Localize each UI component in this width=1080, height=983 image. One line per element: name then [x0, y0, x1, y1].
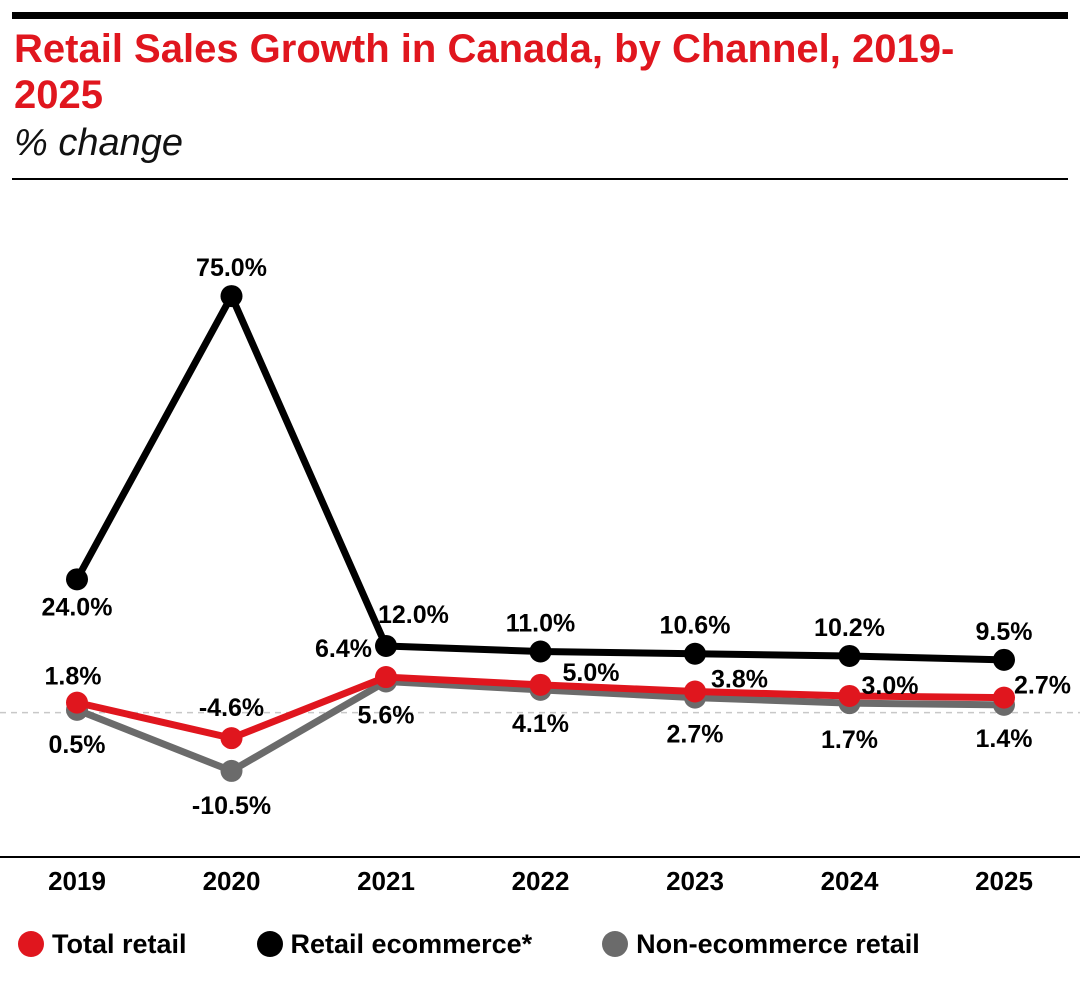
x-tick-label-2022: 2022: [512, 866, 570, 896]
data-label-total-retail-2021: 6.4%: [315, 635, 372, 663]
data-label-retail-ecommerce-2025: 9.5%: [976, 618, 1033, 646]
data-label-non-ecommerce-retail-2024: 1.7%: [821, 726, 878, 754]
data-label-non-ecommerce-retail-2020: -10.5%: [192, 792, 271, 820]
data-point-retail-ecommerce-2023: [684, 642, 706, 665]
data-label-retail-ecommerce-2020: 75.0%: [196, 254, 267, 282]
legend-item-retail-ecommerce: Retail ecommerce*: [256, 928, 533, 960]
chart-title: Retail Sales Growth in Canada, by Channe…: [14, 27, 955, 117]
data-label-retail-ecommerce-2021: 12.0%: [378, 601, 449, 629]
data-label-total-retail-2024: 3.0%: [862, 672, 919, 700]
legend-swatch-non-ecommerce-retail: [602, 931, 629, 957]
data-point-non-ecommerce-retail-2020: [220, 759, 243, 782]
data-label-total-retail-2019: 1.8%: [45, 663, 102, 691]
data-point-retail-ecommerce-2019: [66, 568, 88, 591]
data-label-non-ecommerce-retail-2023: 2.7%: [667, 721, 724, 749]
legend-label-retail-ecommerce: Retail ecommerce*: [290, 928, 533, 959]
data-label-retail-ecommerce-2019: 24.0%: [42, 593, 113, 621]
legend-swatch-total-retail: [18, 931, 44, 957]
data-point-total-retail-2023: [684, 680, 706, 703]
data-point-retail-ecommerce-2022: [529, 640, 552, 663]
data-point-retail-ecommerce-2025: [993, 648, 1015, 671]
chart-subtitle: % change: [14, 122, 184, 164]
data-label-total-retail-2020: -4.6%: [199, 694, 264, 722]
data-label-total-retail-2022: 5.0%: [563, 659, 620, 687]
x-tick-label-2021: 2021: [357, 866, 415, 896]
data-point-retail-ecommerce-2020: [220, 285, 243, 308]
legend-item-total-retail: Total retail: [18, 929, 187, 960]
top-rule: [12, 12, 1068, 19]
x-tick-label-2019: 2019: [48, 866, 106, 896]
data-label-non-ecommerce-retail-2022: 4.1%: [512, 710, 569, 738]
data-label-retail-ecommerce-2023: 10.6%: [660, 612, 731, 640]
x-tick-label-2024: 2024: [821, 866, 879, 896]
data-label-retail-ecommerce-2022: 11.0%: [506, 610, 576, 638]
series-line-retail-ecommerce: [73, 292, 1008, 664]
data-label-total-retail-2023: 3.8%: [711, 665, 768, 693]
legend-item-non-ecommerce-retail: Non-ecommerce retail: [602, 929, 920, 960]
data-point-total-retail-2019: [66, 691, 88, 714]
legend-swatch-retail-ecommerce: [256, 931, 283, 957]
data-label-non-ecommerce-retail-2025: 1.4%: [976, 725, 1033, 753]
data-point-retail-ecommerce-2024: [838, 644, 861, 667]
data-point-retail-ecommerce-2021: [375, 634, 397, 657]
x-tick-label-2025: 2025: [975, 866, 1033, 896]
data-label-non-ecommerce-retail-2021: 5.6%: [358, 702, 415, 730]
data-label-retail-ecommerce-2024: 10.2%: [814, 614, 885, 642]
legend-label-total-retail: Total retail: [52, 928, 187, 959]
data-point-total-retail-2021: [375, 666, 397, 689]
data-label-total-retail-2025: 2.7%: [1014, 672, 1071, 700]
x-tick-label-2023: 2023: [666, 866, 724, 896]
data-label-non-ecommerce-retail-2019: 0.5%: [49, 731, 106, 759]
legend-label-non-ecommerce-retail: Non-ecommerce retail: [636, 928, 920, 959]
x-tick-label-2020: 2020: [203, 866, 261, 896]
legend: Total retail Retail ecommerce* Non-ecomm…: [18, 924, 990, 964]
data-point-total-retail-2025: [993, 686, 1015, 709]
data-point-total-retail-2020: [220, 727, 243, 750]
data-point-total-retail-2024: [838, 684, 861, 707]
subtitle-rule: [12, 178, 1068, 180]
data-point-total-retail-2022: [529, 673, 552, 696]
